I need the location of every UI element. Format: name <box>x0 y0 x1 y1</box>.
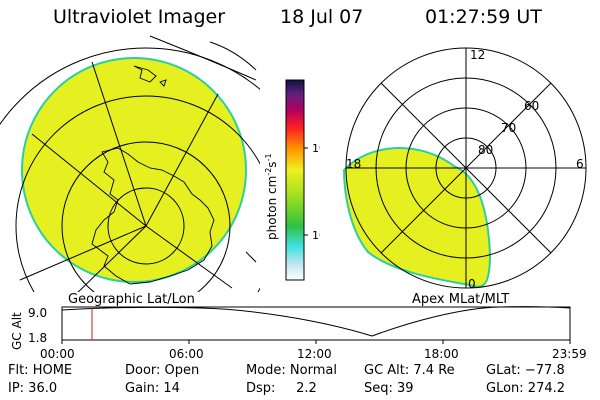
apex-polar-plot: 12 6 18 0 60 70 80 <box>342 47 587 290</box>
gc-alt-info: GC Alt: 7.4 Re <box>364 363 455 378</box>
glon-info: GLon: 274.2 <box>486 381 566 396</box>
auroral-image-disk <box>21 57 247 283</box>
orbit-altitude-curve <box>61 306 571 337</box>
colorbar-unit-label: photon cm-2s-1 <box>264 153 279 240</box>
mlt-label-12: 12 <box>470 48 485 62</box>
seq-info: Seq: 39 <box>364 381 414 396</box>
geographic-map <box>0 35 260 292</box>
geo-grid <box>0 35 260 292</box>
mlt-label-18: 18 <box>346 157 361 171</box>
mlat-label-70: 70 <box>501 121 516 135</box>
app-title: Ultraviolet Imager <box>53 6 226 28</box>
door-info: Door: Open <box>125 363 200 378</box>
gain-info: Gain: 14 <box>125 381 180 396</box>
orbit-ytick: 9.0 <box>28 306 47 320</box>
orbit-xtick: 23:59 <box>552 347 587 361</box>
mlt-label-0: 0 <box>468 277 476 290</box>
orbit-xtick: 06:00 <box>169 347 204 361</box>
orbit-xtick: 00:00 <box>40 347 75 361</box>
date-label: 18 Jul 07 <box>280 6 364 28</box>
mode-info: Mode: Normal <box>246 363 337 378</box>
colorbar-tick-label: 100 <box>312 142 320 155</box>
apex-label: Apex MLat/MLT <box>412 292 510 307</box>
mlt-label-6: 6 <box>576 157 584 171</box>
geographic-label: Geographic Lat/Lon <box>68 292 195 307</box>
orbit-plot-frame <box>61 306 571 341</box>
orbit-xtick: 18:00 <box>424 347 459 361</box>
flight-info: Flt: HOME <box>8 363 73 378</box>
mlat-label-80: 80 <box>478 143 493 157</box>
time-label: 01:27:59 UT <box>425 6 542 28</box>
orbit-ylabel: GC Alt <box>10 312 24 350</box>
apex-grid <box>345 47 587 289</box>
mlat-label-60: 60 <box>524 99 539 113</box>
orbit-ytick: 1.8 <box>28 331 47 345</box>
coastline <box>91 147 215 285</box>
colorbar-gradient <box>285 79 305 281</box>
dsp-info: Dsp: 2.2 <box>246 381 317 396</box>
glat-info: GLat: −77.8 <box>486 363 565 378</box>
ip-info: IP: 36.0 <box>8 381 58 396</box>
orbit-altitude-plot: GC Alt 9.0 1.8 00:00 06:00 12:00 18:00 2… <box>10 306 587 361</box>
colorbar: 100 10 photon cm-2s-1 <box>264 79 320 281</box>
orbit-xtick: 12:00 <box>297 347 332 361</box>
colorbar-tick-label: 10 <box>312 229 320 242</box>
